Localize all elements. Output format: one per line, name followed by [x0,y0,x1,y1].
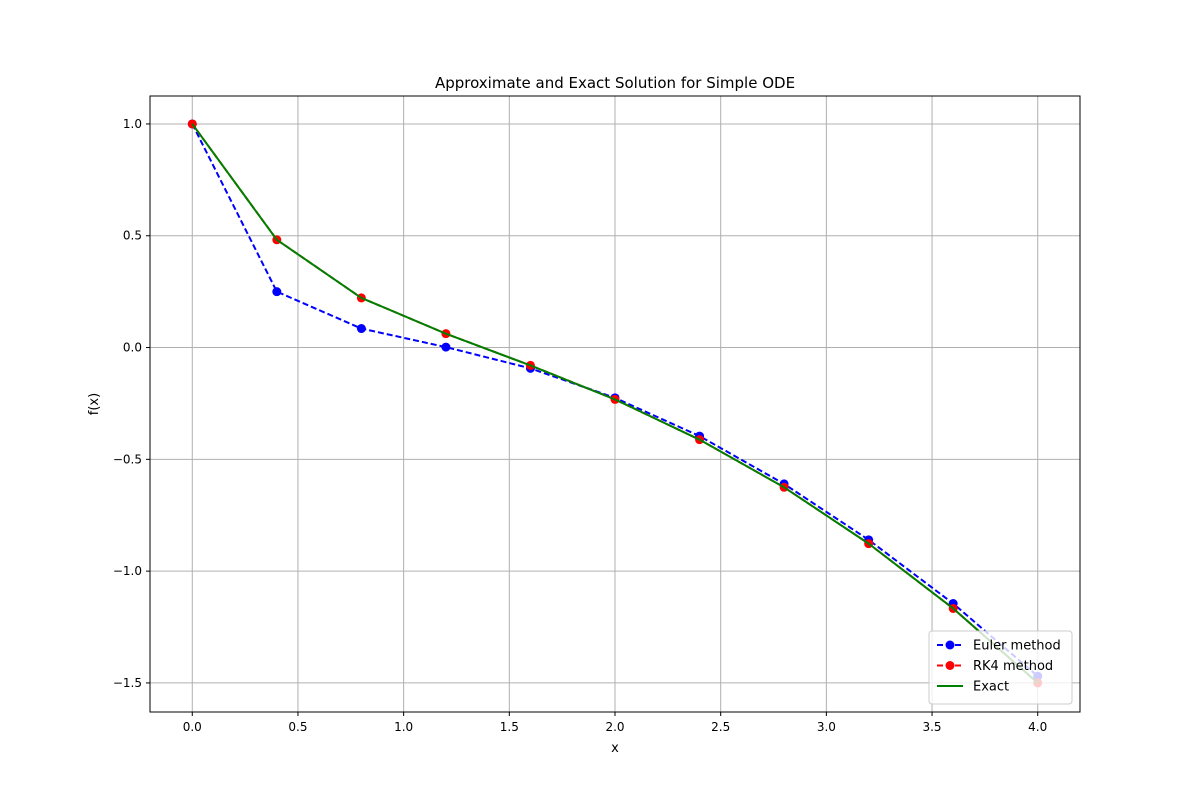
series-exact [191,123,1039,684]
grid-lines [150,96,1080,712]
axis-ticks: 0.0 0.5 1.0 1.5 2.0 2.5 3.0 3.5 4.0 1.0 0.5 0.0 −0.5… [113,117,1047,734]
y-tick-label: −1.5 [113,676,142,690]
x-tick-label: 0.0 [183,720,202,734]
legend-label: RK4 method [973,659,1053,674]
series-layer [187,119,1043,688]
chart-title: Approximate and Exact Solution for Simpl… [435,74,795,92]
y-tick-label: −0.5 [113,452,142,466]
x-tick-label: 2.5 [711,720,730,734]
legend-entry: RK4 method [937,659,1053,674]
x-tick-label: 0.5 [288,720,307,734]
series-line [191,123,1039,684]
x-tick-label: 4.0 [1028,720,1047,734]
legend: Euler method RK4 method Exact [928,630,1073,705]
legend-label: Euler method [973,639,1061,654]
data-point [356,324,366,334]
x-tick-label: 3.0 [817,720,836,734]
legend-marker [945,640,955,650]
x-axis-label: x [611,741,619,756]
legend-label: Exact [973,680,1009,695]
data-point [441,342,451,352]
y-tick-label: 0.5 [123,229,142,243]
legend-entry: Exact [937,680,1009,695]
x-tick-label: 1.5 [500,720,519,734]
y-tick-label: 1.0 [123,117,142,131]
legend-entry: Euler method [937,639,1061,654]
legend-marker [945,661,955,670]
x-tick-label: 2.0 [605,720,624,734]
x-tick-label: 3.5 [922,720,941,734]
y-tick-label: 0.0 [123,341,142,355]
x-tick-label: 1.0 [394,720,413,734]
data-point [272,287,282,297]
y-axis-label: f(x) [87,393,102,415]
legend-box [928,630,1073,705]
y-tick-label: −1.0 [113,564,142,578]
